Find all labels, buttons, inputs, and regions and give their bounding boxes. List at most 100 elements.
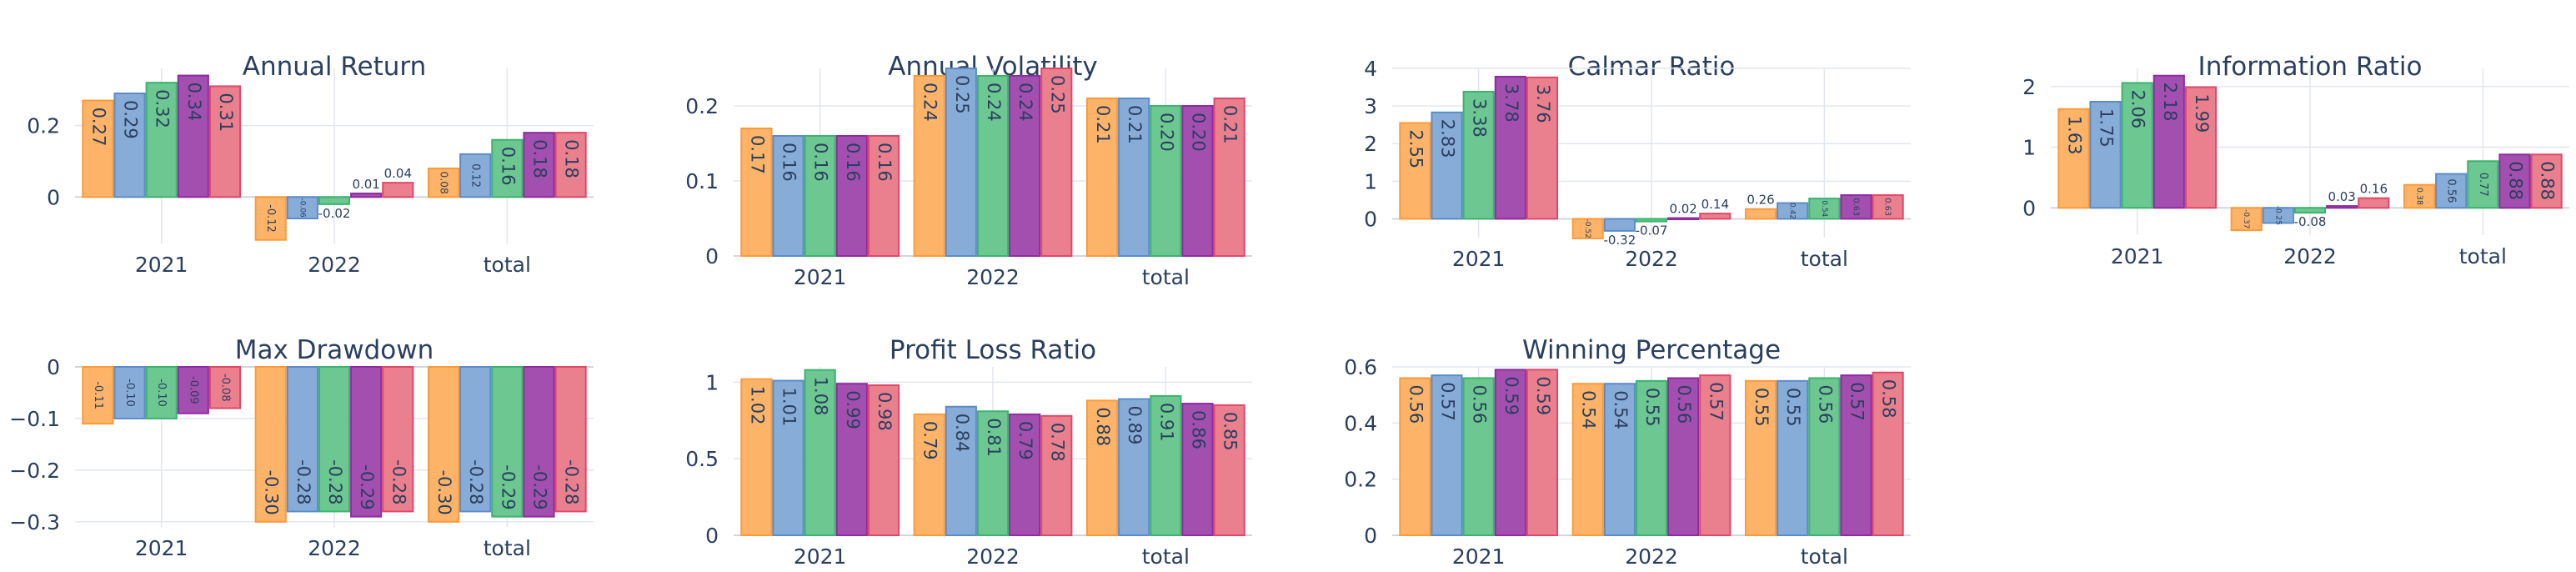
bar[interactable] <box>1009 413 1041 536</box>
bar[interactable] <box>145 82 178 198</box>
bar[interactable] <box>1603 218 1636 232</box>
bar[interactable] <box>1635 379 1668 537</box>
bar[interactable] <box>1777 202 1809 220</box>
bar[interactable] <box>835 135 868 257</box>
bar[interactable] <box>382 366 414 513</box>
bar[interactable] <box>254 196 287 241</box>
bar[interactable] <box>772 379 804 537</box>
bar[interactable] <box>1213 404 1245 536</box>
bar[interactable] <box>1526 369 1559 536</box>
bar[interactable] <box>1494 369 1526 536</box>
bar[interactable] <box>1150 105 1182 257</box>
bar[interactable] <box>1462 377 1495 537</box>
bar[interactable] <box>286 196 318 220</box>
bar[interactable] <box>913 75 945 257</box>
bar[interactable] <box>1526 76 1559 220</box>
bar[interactable] <box>1040 68 1073 257</box>
bar[interactable] <box>2358 197 2390 209</box>
bar[interactable] <box>1431 111 1463 220</box>
bar[interactable] <box>2089 101 2122 209</box>
bar[interactable] <box>427 168 460 198</box>
bar[interactable] <box>1399 122 1431 220</box>
bar[interactable] <box>350 366 383 518</box>
bar[interactable] <box>459 366 492 513</box>
bar[interactable] <box>491 366 524 518</box>
bar[interactable] <box>1808 198 1841 220</box>
bar[interactable] <box>945 68 977 257</box>
bar[interactable] <box>1040 414 1073 536</box>
bar[interactable] <box>804 369 836 536</box>
bar[interactable] <box>1181 403 1214 536</box>
bar[interactable] <box>177 74 209 198</box>
bar[interactable] <box>1009 75 1041 257</box>
bar[interactable] <box>1494 75 1526 220</box>
bar[interactable] <box>2403 183 2436 209</box>
bar[interactable] <box>554 366 587 513</box>
bar[interactable] <box>2153 74 2185 209</box>
bar[interactable] <box>1699 213 1732 220</box>
bar[interactable] <box>113 93 146 198</box>
bar[interactable] <box>286 366 318 513</box>
bar[interactable] <box>804 135 836 257</box>
bar[interactable] <box>1431 374 1463 536</box>
bar[interactable] <box>145 366 178 419</box>
bar[interactable] <box>1213 98 1245 257</box>
bar[interactable] <box>2230 207 2263 232</box>
bar[interactable] <box>523 366 555 518</box>
bar[interactable] <box>1744 379 1777 537</box>
bar[interactable] <box>2057 108 2090 209</box>
bar[interactable] <box>177 366 209 414</box>
bar[interactable] <box>82 366 114 425</box>
bar[interactable] <box>113 366 146 419</box>
bar[interactable] <box>208 85 242 198</box>
bar[interactable] <box>1399 377 1431 537</box>
bar[interactable] <box>2530 153 2563 209</box>
bar[interactable] <box>1667 377 1700 537</box>
bar[interactable] <box>2326 205 2358 209</box>
bar[interactable] <box>740 128 773 257</box>
bar[interactable] <box>1840 374 1872 536</box>
bar[interactable] <box>1150 394 1182 536</box>
bar[interactable] <box>1744 208 1777 220</box>
bar[interactable] <box>1808 377 1841 537</box>
bar[interactable] <box>382 182 414 198</box>
bar[interactable] <box>491 138 524 198</box>
bar[interactable] <box>1118 98 1150 257</box>
bar[interactable] <box>1085 98 1119 257</box>
bar[interactable] <box>2467 160 2499 209</box>
bar[interactable] <box>554 132 587 198</box>
bar[interactable] <box>350 193 383 198</box>
bar[interactable] <box>867 135 900 257</box>
bar[interactable] <box>867 384 900 537</box>
bar[interactable] <box>208 366 242 409</box>
bar[interactable] <box>976 75 1010 257</box>
bar[interactable] <box>523 132 555 198</box>
bar[interactable] <box>1840 194 1872 220</box>
bar[interactable] <box>1872 194 1904 220</box>
bar[interactable] <box>2121 82 2153 209</box>
bar[interactable] <box>1181 105 1214 257</box>
bar[interactable] <box>740 378 773 537</box>
bar[interactable] <box>945 405 977 536</box>
bar[interactable] <box>1571 218 1604 239</box>
bar[interactable] <box>82 99 114 198</box>
bar[interactable] <box>913 413 945 536</box>
bar[interactable] <box>1118 398 1150 536</box>
bar[interactable] <box>2184 86 2218 209</box>
bar[interactable] <box>2435 173 2468 209</box>
bar[interactable] <box>1571 383 1604 537</box>
bar[interactable] <box>2293 207 2327 214</box>
bar[interactable] <box>427 366 460 523</box>
bar[interactable] <box>318 366 351 513</box>
bar[interactable] <box>1667 217 1700 221</box>
bar[interactable] <box>1872 371 1904 536</box>
bar[interactable] <box>1462 90 1495 220</box>
bar[interactable] <box>1603 383 1636 537</box>
bar[interactable] <box>772 135 804 257</box>
bar[interactable] <box>1085 399 1119 536</box>
bar[interactable] <box>1699 374 1732 536</box>
bar[interactable] <box>459 153 492 198</box>
bar[interactable] <box>318 196 351 205</box>
bar[interactable] <box>976 410 1010 536</box>
bar[interactable] <box>2498 153 2531 209</box>
